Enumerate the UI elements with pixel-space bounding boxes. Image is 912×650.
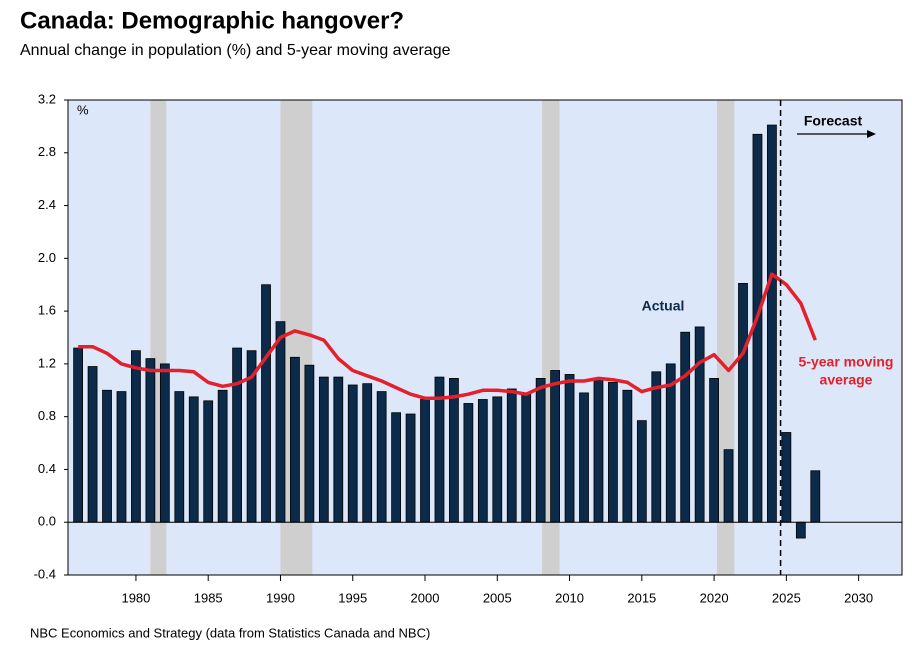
bar <box>781 432 792 523</box>
bar <box>203 400 214 523</box>
chart-title: Canada: Demographic hangover? <box>20 7 404 34</box>
bar <box>362 383 373 523</box>
y-tick-label: -0.4 <box>34 566 56 581</box>
bar <box>87 366 98 523</box>
y-tick-label: 0.0 <box>38 514 56 529</box>
x-tick-label: 1980 <box>121 590 150 605</box>
bar <box>333 376 344 523</box>
bar <box>608 381 618 523</box>
y-unit: % <box>77 102 89 117</box>
bar <box>593 378 604 523</box>
x-tick-label: 2005 <box>483 590 512 605</box>
bar <box>405 413 416 523</box>
bar <box>810 470 821 523</box>
bar <box>232 347 242 523</box>
x-tick-label: 2015 <box>627 590 656 605</box>
y-tick-label: 3.2 <box>38 91 56 106</box>
bar <box>506 388 517 523</box>
bar <box>347 384 358 523</box>
x-tick-label: 1995 <box>338 590 367 605</box>
bar <box>738 283 748 523</box>
bar <box>665 363 676 523</box>
chart-subtitle: Annual change in population (%) and 5-ye… <box>20 42 451 59</box>
bar <box>102 389 112 523</box>
bar <box>217 389 228 523</box>
bar <box>131 350 141 523</box>
bar <box>391 412 401 523</box>
bar <box>535 378 546 523</box>
bar <box>304 364 315 523</box>
bar <box>622 389 633 523</box>
bar <box>680 331 691 523</box>
bar <box>420 399 430 523</box>
y-tick-label: 0.4 <box>38 461 56 476</box>
bar <box>521 393 532 523</box>
bar <box>709 378 719 523</box>
y-tick-label: 1.2 <box>38 355 56 370</box>
bar <box>73 347 83 523</box>
x-tick-label: 2025 <box>772 590 801 605</box>
annotation: Forecast <box>804 113 863 129</box>
bar <box>550 370 560 523</box>
source: NBC Economics and Strategy (data from St… <box>30 625 430 640</box>
bar <box>261 284 271 523</box>
bar <box>723 449 734 523</box>
x-tick-label: 2010 <box>555 590 584 605</box>
annotation: average <box>820 372 873 388</box>
bar <box>477 399 488 523</box>
bar <box>116 391 127 523</box>
x-tick-label: 2000 <box>411 590 440 605</box>
bar <box>579 392 589 523</box>
bar <box>651 371 662 523</box>
bar <box>463 403 474 523</box>
y-tick-label: 2.8 <box>38 144 56 159</box>
bar <box>564 374 575 523</box>
bar <box>318 376 329 523</box>
annotation: 5-year moving <box>799 354 894 370</box>
plot-border <box>67 99 903 576</box>
bar <box>795 521 806 539</box>
bar <box>188 396 199 523</box>
annotation: Actual <box>642 298 685 314</box>
bar <box>636 420 647 523</box>
forecast-arrowhead <box>867 130 876 138</box>
bar <box>492 396 503 523</box>
x-tick-label: 1990 <box>266 590 295 605</box>
y-tick-label: 1.6 <box>38 303 56 318</box>
bar <box>449 378 459 523</box>
y-tick-label: 2.4 <box>38 197 56 212</box>
x-tick-label: 2020 <box>700 590 729 605</box>
bar <box>159 363 170 523</box>
bar <box>767 124 777 523</box>
bar <box>694 326 705 523</box>
bar <box>290 356 300 523</box>
x-tick-label: 2030 <box>844 590 873 605</box>
bar <box>275 321 286 523</box>
y-tick-label: 0.8 <box>38 408 56 423</box>
bar <box>376 391 387 523</box>
ma-line <box>78 272 817 400</box>
x-tick-label: 1985 <box>194 590 223 605</box>
y-tick-label: 2.0 <box>38 250 56 265</box>
bar <box>145 358 156 523</box>
bar <box>174 391 185 523</box>
